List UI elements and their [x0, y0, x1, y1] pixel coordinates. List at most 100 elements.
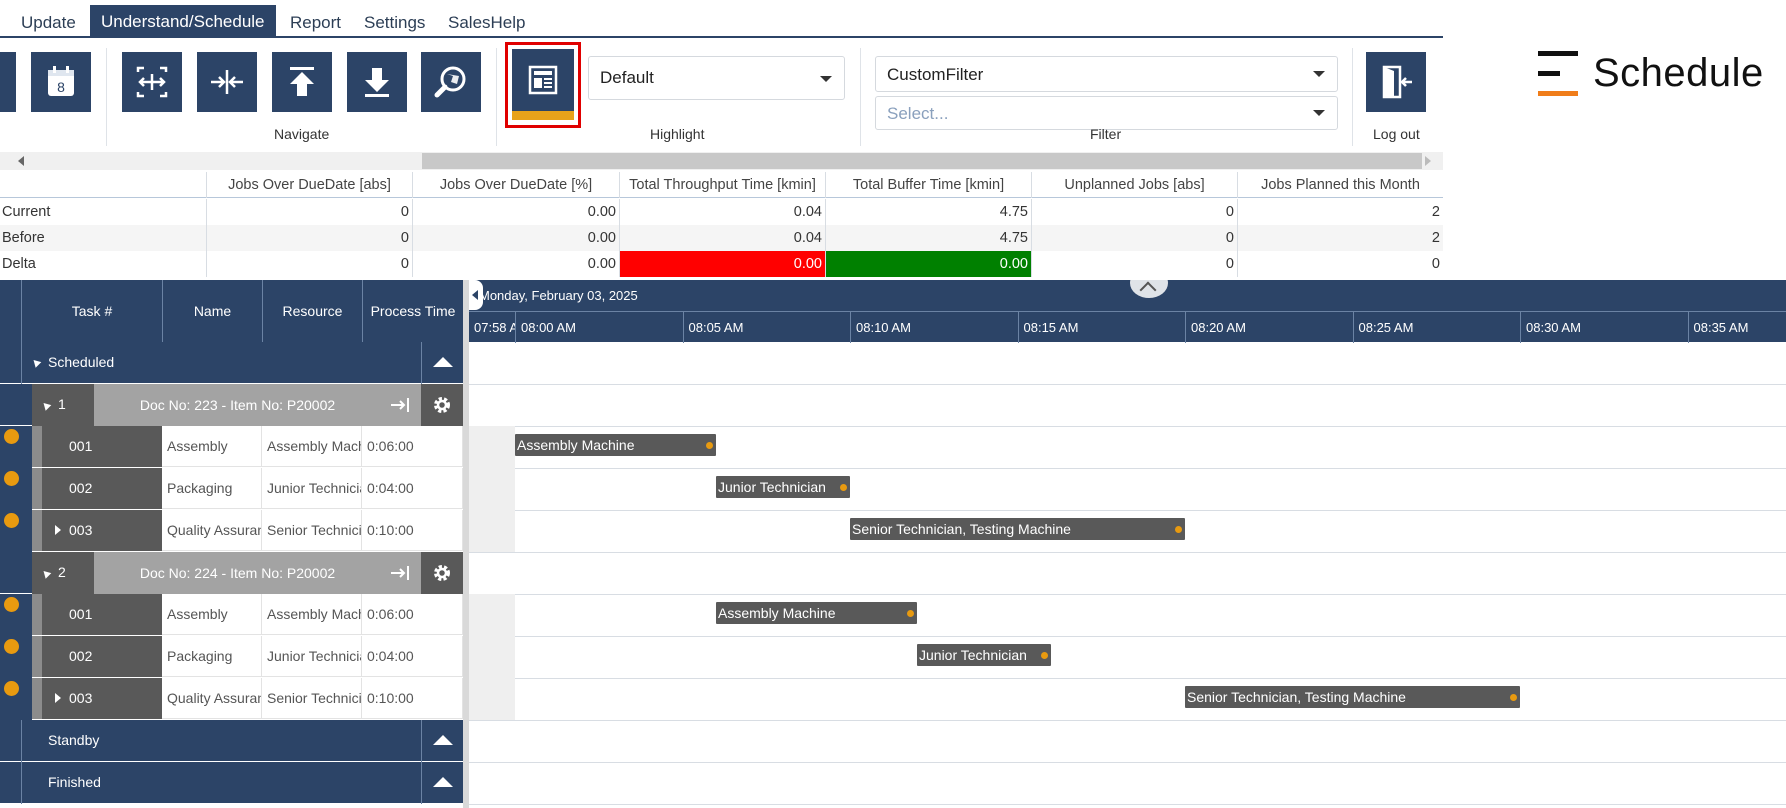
gantt-task-bar[interactable]: Senior Technician, Testing Machine — [1185, 686, 1520, 708]
collapse-up-button[interactable] — [421, 342, 463, 384]
collapse-up-button[interactable] — [421, 762, 463, 804]
highlight-dropdown[interactable]: Default — [588, 56, 845, 100]
column-header-resource[interactable]: Resource — [263, 280, 363, 342]
job-settings-button[interactable] — [421, 552, 463, 594]
brand-name: Schedule — [1593, 51, 1764, 95]
ribbon-separator — [1352, 48, 1353, 146]
ribbon-horizontal-scrollbar[interactable] — [0, 152, 1443, 170]
kpi-cell: 0 — [1031, 251, 1237, 277]
expand-triangle-icon[interactable] — [55, 525, 61, 535]
scroll-left-arrow-icon[interactable] — [18, 156, 24, 166]
move-job-button[interactable] — [380, 384, 422, 426]
menu-settings[interactable]: Settings — [364, 13, 426, 32]
collapse-up-button[interactable] — [421, 720, 463, 762]
task-number: 001 — [69, 438, 93, 454]
move-to-top-button[interactable] — [272, 52, 332, 112]
gantt-bar-label: Senior Technician, Testing Machine — [852, 521, 1071, 537]
task-number: 003 — [69, 522, 93, 538]
group-row-finished[interactable]: Finished — [0, 762, 463, 804]
highlight-dropdown-value: Default — [600, 68, 654, 87]
task-number-cell: 001 — [32, 426, 162, 467]
job-description-text: Doc No: 223 - Item No: P20002 — [139, 397, 336, 413]
expand-triangle-icon[interactable] — [55, 693, 61, 703]
job-settings-button[interactable] — [421, 384, 463, 426]
job-number-cell: 1 — [32, 384, 94, 426]
task-row[interactable]: 002 Packaging Junior Technician 0:04:00 — [0, 636, 463, 678]
search-globe-button[interactable] — [421, 52, 481, 112]
gantt-row-line — [469, 552, 1786, 553]
gantt-row-line — [469, 510, 1786, 511]
collapse-triangle-icon[interactable] — [40, 400, 52, 411]
task-number-cell: 003 — [32, 678, 162, 719]
task-row[interactable]: 002 Packaging Junior Technician 0:04:00 — [0, 468, 463, 510]
kpi-row-current: Current 0 0.00 0.04 4.75 0 2 — [0, 199, 1443, 225]
task-process-time: 0:04:00 — [362, 636, 463, 677]
filter-dropdown[interactable]: CustomFilter — [875, 56, 1338, 92]
gantt-nonworking-time — [469, 594, 515, 636]
move-job-button[interactable] — [380, 552, 422, 594]
task-resource: Senior Technician — [262, 678, 362, 719]
scrollbar-thumb[interactable] — [422, 153, 1422, 169]
gantt-nonworking-time — [469, 678, 515, 720]
kpi-cell: 0 — [206, 251, 412, 277]
job-row[interactable]: 2 Doc No: 224 - Item No: P20002 — [0, 552, 463, 594]
highlight-toggle-button[interactable] — [512, 49, 574, 111]
bar-end-dot-icon — [706, 442, 713, 449]
fit-to-screen-button[interactable] — [122, 52, 182, 112]
gantt-nonworking-time — [469, 510, 515, 552]
kpi-cell: 0 — [1031, 225, 1237, 251]
kpi-cell: 2 — [1237, 225, 1443, 251]
task-row[interactable]: 001 Assembly Assembly Machine 0:06:00 — [0, 426, 463, 468]
chevron-down-icon — [1313, 110, 1325, 116]
filter-select-dropdown[interactable]: Select... — [875, 96, 1338, 130]
task-number-cell: 003 — [32, 510, 162, 551]
task-number-cell: 002 — [32, 636, 162, 677]
task-number: 001 — [69, 606, 93, 622]
task-stripe — [32, 468, 42, 509]
move-to-bottom-button[interactable] — [347, 52, 407, 112]
status-cell — [0, 678, 22, 720]
group-row-scheduled[interactable]: Scheduled — [0, 342, 463, 384]
kpi-row-label: Delta — [2, 256, 36, 272]
task-process-time: 0:06:00 — [362, 594, 463, 635]
job-row[interactable]: 1 Doc No: 223 - Item No: P20002 — [0, 384, 463, 426]
calendar-button[interactable]: 8 — [31, 52, 91, 112]
gantt-task-bar[interactable]: Junior Technician — [716, 476, 850, 498]
task-row[interactable]: 003 Quality Assurance Senior Technician … — [0, 510, 463, 552]
collapse-triangle-icon[interactable] — [40, 568, 52, 579]
menu-update[interactable]: Update — [21, 13, 76, 32]
logout-button[interactable] — [1366, 52, 1426, 112]
grid-splitter[interactable] — [463, 280, 469, 808]
collapse-kpi-button[interactable] — [1130, 280, 1168, 298]
scroll-right-arrow-icon[interactable] — [1425, 156, 1431, 166]
gantt-task-bar[interactable]: Senior Technician, Testing Machine — [850, 518, 1185, 540]
gantt-row-line — [469, 636, 1786, 637]
collapse-to-center-button[interactable] — [197, 52, 257, 112]
row-gap — [22, 426, 32, 468]
job-description-text: Doc No: 224 - Item No: P20002 — [139, 565, 336, 581]
task-row[interactable]: 003 Quality Assurance Senior Technician … — [0, 678, 463, 720]
task-row[interactable]: 001 Assembly Assembly Machine 0:06:00 — [0, 594, 463, 636]
menu-understand-schedule[interactable]: Understand/Schedule — [90, 5, 276, 38]
ribbon-partial-button[interactable] — [0, 52, 16, 112]
column-header-task[interactable]: Task # — [22, 280, 163, 342]
group-row-standby[interactable]: Standby — [0, 720, 463, 762]
menu-saleshelp[interactable]: SalesHelp — [448, 13, 526, 32]
status-dot-icon — [4, 513, 19, 528]
status-cell — [0, 468, 22, 510]
collapse-triangle-icon[interactable] — [30, 357, 42, 368]
task-grid: Task # Name Resource Process Time Schedu… — [0, 280, 463, 808]
task-name: Packaging — [162, 468, 262, 509]
gantt-task-bar[interactable]: Junior Technician — [917, 644, 1051, 666]
group-title: Standby — [48, 732, 100, 748]
task-process-time: 0:06:00 — [362, 426, 463, 467]
grid-indicator-header — [0, 280, 22, 342]
arrow-to-bar-icon — [391, 566, 409, 580]
column-header-process-time[interactable]: Process Time — [370, 303, 456, 319]
column-header-name[interactable]: Name — [163, 280, 263, 342]
gantt-task-bar[interactable]: Assembly Machine — [515, 434, 716, 456]
scroll-back-arrow-icon[interactable] — [469, 280, 483, 310]
menu-report[interactable]: Report — [290, 13, 342, 32]
gantt-task-bar[interactable]: Assembly Machine — [716, 602, 917, 624]
